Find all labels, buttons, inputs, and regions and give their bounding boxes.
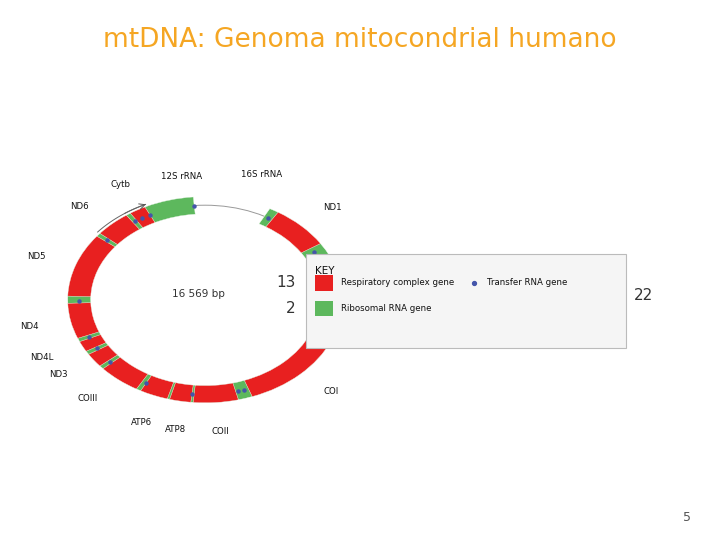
Wedge shape	[309, 256, 343, 326]
Wedge shape	[89, 345, 117, 366]
Text: COIII: COIII	[78, 394, 98, 403]
Wedge shape	[193, 383, 238, 403]
Wedge shape	[140, 375, 174, 399]
Wedge shape	[170, 383, 193, 402]
Wedge shape	[68, 236, 115, 296]
Text: Cytb: Cytb	[110, 180, 130, 189]
FancyBboxPatch shape	[315, 275, 333, 291]
Text: Respiratory complex gene: Respiratory complex gene	[341, 279, 454, 287]
Text: Ribosomal RNA gene: Ribosomal RNA gene	[341, 304, 431, 313]
Wedge shape	[100, 215, 140, 245]
Wedge shape	[68, 303, 99, 339]
Text: ND4L: ND4L	[30, 353, 53, 362]
Text: Transfer RNA gene: Transfer RNA gene	[487, 279, 567, 287]
Wedge shape	[147, 197, 195, 222]
Wedge shape	[244, 333, 332, 396]
Wedge shape	[103, 357, 148, 389]
Wedge shape	[266, 212, 320, 253]
Text: ND6: ND6	[71, 202, 89, 211]
FancyBboxPatch shape	[306, 254, 626, 348]
Text: 2: 2	[286, 301, 295, 316]
Text: 16 569 bp: 16 569 bp	[171, 289, 225, 299]
Text: 22: 22	[634, 288, 653, 303]
Text: ATP6: ATP6	[131, 418, 152, 427]
Text: ND2: ND2	[374, 284, 393, 293]
Text: 16S rRNA: 16S rRNA	[240, 171, 282, 179]
Text: KEY: KEY	[315, 266, 334, 276]
Text: ND1: ND1	[323, 204, 342, 212]
Text: ND3: ND3	[49, 370, 68, 379]
Text: 12S rRNA: 12S rRNA	[161, 172, 202, 181]
Wedge shape	[68, 197, 343, 403]
Wedge shape	[80, 335, 106, 351]
Text: ATP8: ATP8	[165, 426, 186, 434]
FancyBboxPatch shape	[315, 301, 333, 316]
Text: 5: 5	[683, 511, 691, 524]
Wedge shape	[130, 207, 155, 228]
Text: ND5: ND5	[27, 252, 45, 261]
Text: mtDNA: Genoma mitocondrial humano: mtDNA: Genoma mitocondrial humano	[103, 27, 617, 53]
Text: COII: COII	[211, 427, 229, 436]
Text: ND4: ND4	[20, 322, 39, 330]
Text: 13: 13	[276, 275, 295, 291]
Text: COI: COI	[323, 387, 338, 396]
